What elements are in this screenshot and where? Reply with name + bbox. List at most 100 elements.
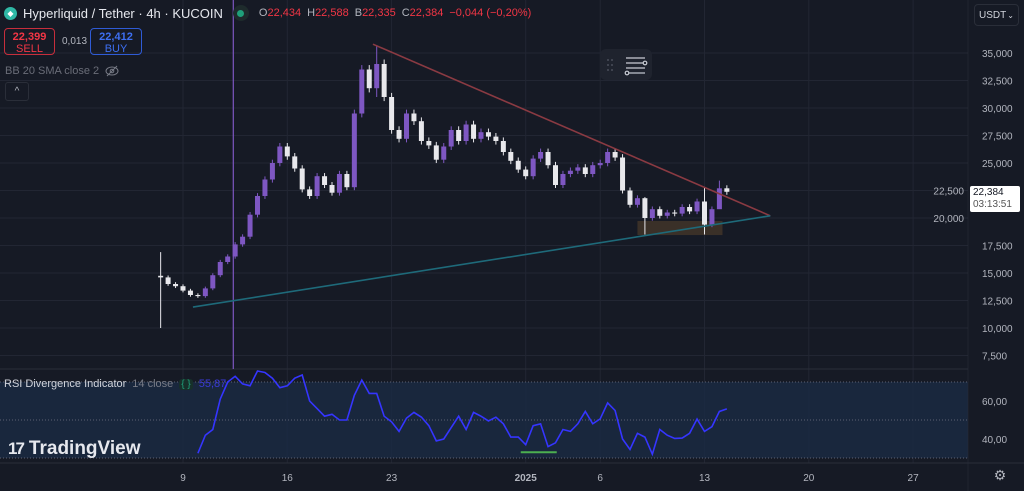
ohlc-label-close: C (401, 7, 410, 19)
buy-price: 22,412 (99, 31, 133, 43)
candle-body (664, 212, 670, 216)
candle-body (225, 256, 231, 262)
candle-body (195, 295, 201, 297)
candle-body (381, 64, 387, 97)
candle-body (694, 201, 700, 212)
candle-body (485, 132, 491, 137)
candle-body (493, 136, 499, 141)
candle-body (463, 124, 469, 141)
symbol-header[interactable]: ◆ Hyperliquid / Tether · 4h · KUCOIN (4, 6, 223, 21)
candle-body (292, 156, 298, 169)
time-tick-label: 2025 (515, 473, 538, 484)
candle-body (605, 152, 611, 163)
rsi-axis[interactable]: 60,00 40,00 (982, 397, 1007, 446)
candle-body (649, 209, 655, 218)
rsi-params: 14 close (132, 378, 174, 390)
candle-body (530, 158, 536, 177)
eye-off-icon[interactable] (105, 65, 119, 77)
floating-drawing-toolbar[interactable] (600, 49, 652, 80)
support-trendline (192, 215, 771, 308)
symbol-title[interactable]: Hyperliquid / Tether · 4h · KUCOIN (23, 5, 223, 21)
candle-body (545, 152, 551, 166)
candle-body (672, 212, 678, 214)
candle-body (336, 174, 342, 193)
candle-body (582, 167, 588, 174)
price-change: −0,044 (−0,20%) (449, 7, 532, 19)
candle-body (426, 141, 432, 146)
candle-body (702, 201, 707, 225)
candle-body (359, 69, 365, 114)
candle-body (612, 152, 618, 158)
price-tick-label: 32,500 (982, 77, 1013, 88)
price-tick-label: 27,500 (982, 132, 1013, 143)
rsi-legend[interactable]: RSI Divergence Indicator 14 close { } 55… (4, 378, 226, 390)
candle-body (471, 124, 477, 139)
time-tick-label: 6 (597, 473, 603, 484)
candle-body (173, 284, 179, 287)
candle-body (709, 209, 715, 225)
candle-body (590, 165, 596, 174)
bb-indicator-legend[interactable]: BB 20 SMA close 2 (5, 65, 119, 77)
price-tick-label: 7,500 (982, 352, 1007, 363)
rsi-band (0, 382, 968, 458)
candle-body (716, 188, 722, 210)
candle-body (187, 290, 193, 295)
candle-body (255, 196, 260, 215)
price-tick-label: 10,000 (982, 324, 1013, 335)
ohlc-label-open: O (258, 7, 268, 19)
resistance-trendline (372, 43, 771, 217)
candle-body (657, 209, 663, 216)
currency-select[interactable]: USDT ⌄ (974, 4, 1019, 26)
candle-body (433, 145, 439, 160)
time-axis[interactable]: 9 16 23 2025 6 13 20 27 (180, 473, 919, 484)
rsi-value: 55,87 (198, 378, 227, 390)
candle-body (351, 113, 357, 188)
candle-body (620, 157, 626, 191)
currency-label: USDT (979, 10, 1007, 21)
price-tick-label: 22,500 (933, 187, 964, 198)
candle-body (634, 198, 640, 205)
buy-button[interactable]: 22,412 BUY (90, 28, 142, 55)
candle-body (627, 190, 633, 205)
candle-body (210, 275, 216, 289)
rsi-name: RSI Divergence Indicator (4, 378, 127, 390)
collapse-legend-button[interactable]: ^ (5, 82, 29, 101)
buy-label: BUY (104, 43, 128, 55)
sell-price: 22,399 (12, 31, 47, 43)
ohlc-high: 22,588 (315, 7, 349, 19)
candle-body (299, 168, 305, 190)
settings-sliders-icon[interactable] (600, 49, 652, 80)
candle-body (314, 176, 320, 196)
candle-body (642, 198, 648, 218)
candle-body (724, 188, 730, 192)
last-price: 22,384 (973, 187, 1004, 198)
ohlc-open: 22,434 (267, 7, 302, 19)
candle-body (538, 152, 544, 159)
candle-body (441, 146, 447, 160)
rsi-line (197, 370, 728, 457)
candle-body (418, 121, 424, 141)
candle-body (500, 141, 506, 152)
spread-value: 0,013 (62, 36, 88, 47)
sell-button[interactable]: 22,399 SELL (4, 28, 55, 55)
tradingview-logo[interactable]: 17 TradingView (8, 438, 141, 460)
price-axis[interactable]: 35,000 32,500 30,000 27,500 25,000 22,500 20,0… (933, 49, 1013, 363)
hyperliquid-logo-icon: ◆ (4, 6, 17, 20)
candle-body (284, 146, 290, 157)
market-status-icon[interactable] (232, 5, 249, 21)
chart-settings-icon[interactable]: ⚙ (993, 467, 1007, 483)
candle-body (247, 214, 253, 237)
candle-body (165, 277, 171, 284)
candle-body (232, 244, 238, 257)
time-tick-label: 16 (282, 473, 294, 484)
candle-body (553, 165, 558, 185)
candle-body (329, 185, 335, 193)
source-code-icon[interactable]: { } (179, 378, 193, 390)
candle-body (411, 113, 417, 122)
price-tick-label: 30,000 (982, 104, 1013, 115)
ohlc-low: 22,335 (362, 7, 396, 19)
ohlc-label-low: B (354, 7, 363, 19)
ohlc-close: 22,384 (409, 7, 444, 19)
candle-body (508, 152, 514, 161)
